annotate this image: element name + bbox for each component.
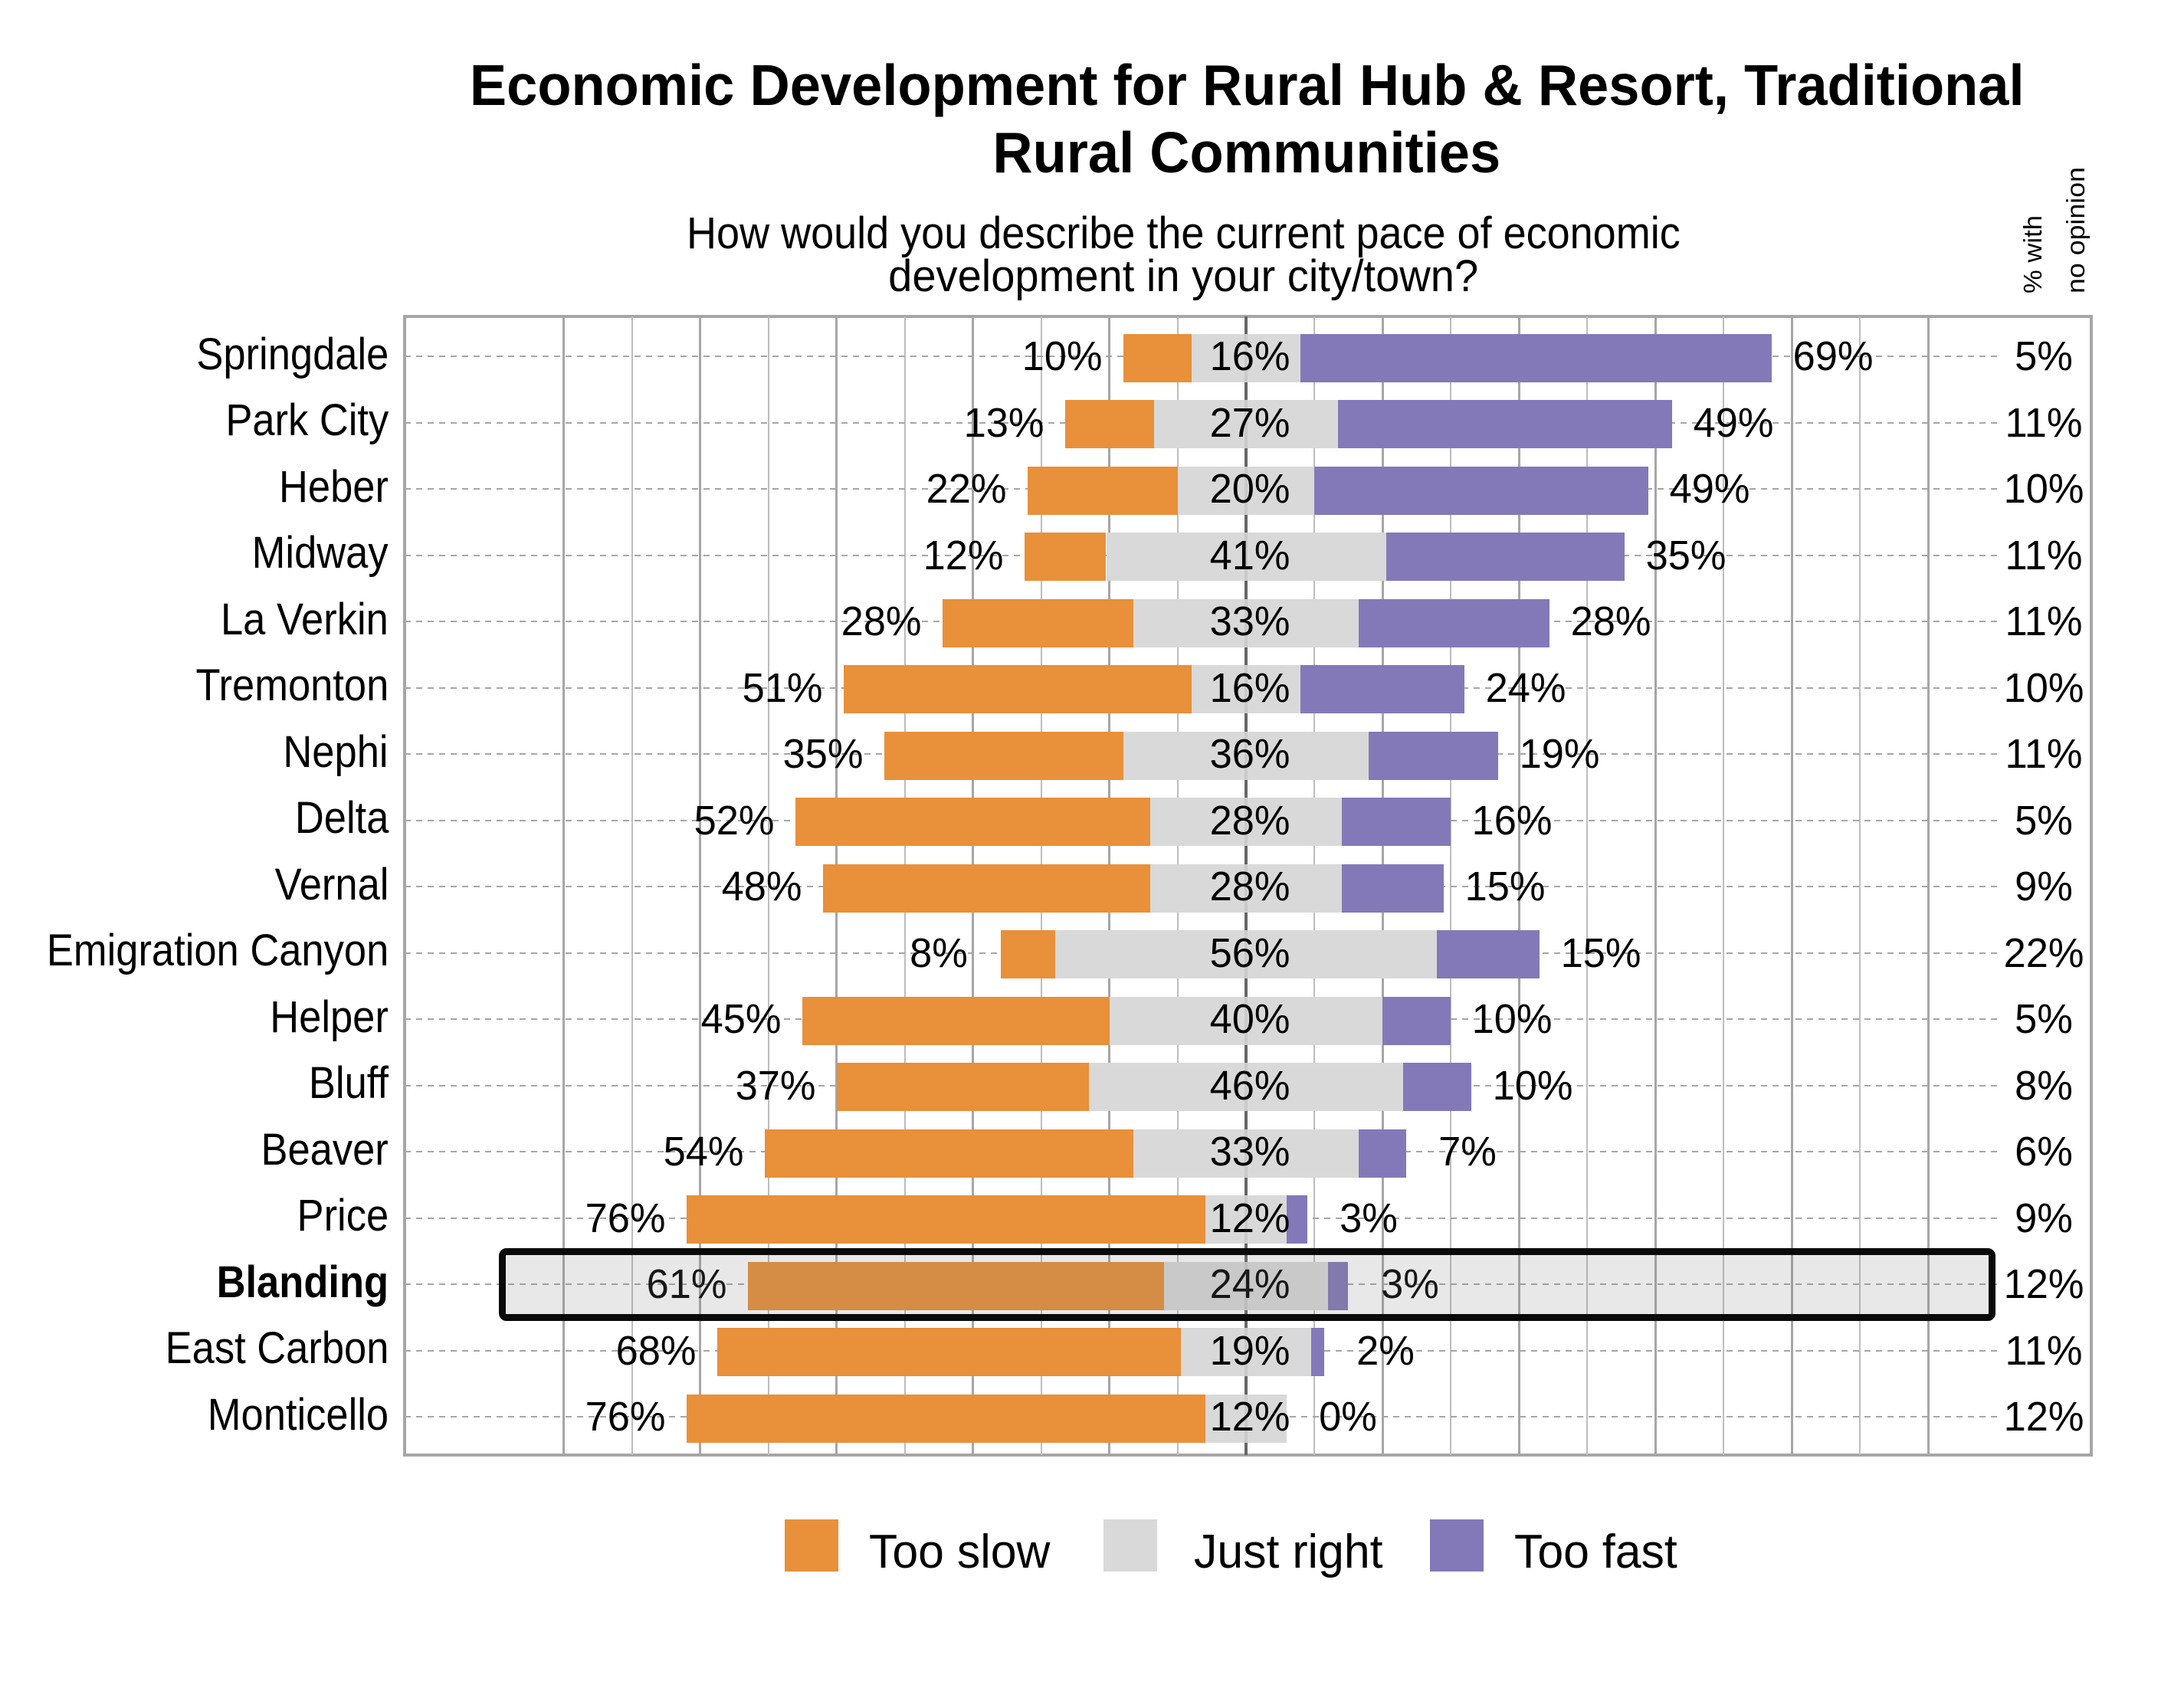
svg-text:% with: % with: [2018, 215, 2047, 293]
svg-text:no opinion: no opinion: [2061, 167, 2090, 293]
